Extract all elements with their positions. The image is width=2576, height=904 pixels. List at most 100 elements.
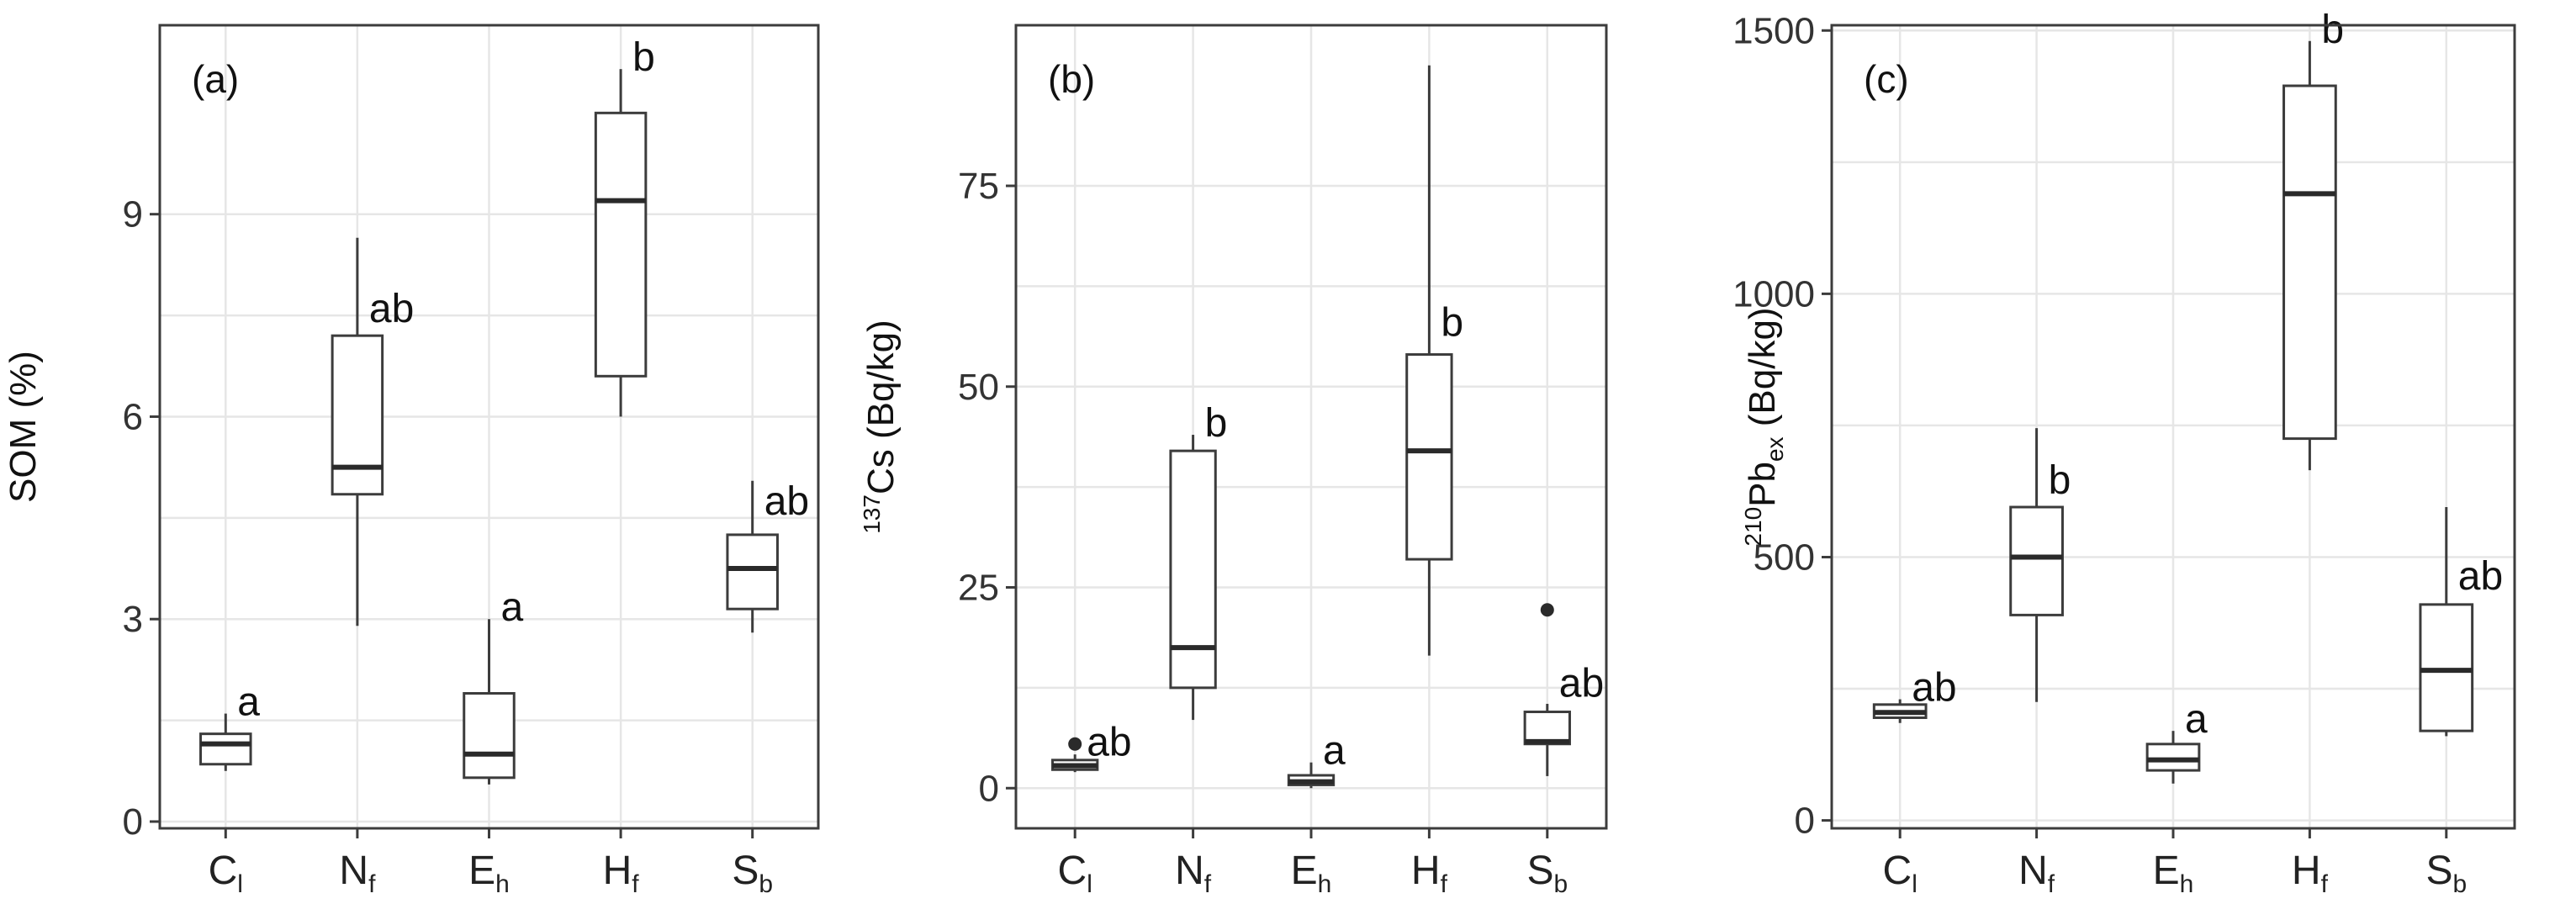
box-Nf: b xyxy=(2009,428,2071,702)
box-Cl: ab xyxy=(1872,666,1957,723)
y-axis-title: 210Pbex (Bq/kg) xyxy=(1740,307,1788,546)
y-axis-title: 137Cs (Bq/kg) xyxy=(859,320,902,534)
box-Hf: b xyxy=(594,35,655,417)
iqr-box xyxy=(2419,603,2474,732)
significance-letter: ab xyxy=(369,287,414,331)
y-axis-title-main: SOM (%) xyxy=(3,351,44,503)
y-axis-title-main: Cs (Bq/kg) xyxy=(860,320,902,494)
x-tick-label: Nf xyxy=(2018,848,2055,898)
iqr-box xyxy=(199,732,252,766)
iqr-box xyxy=(594,111,648,378)
x-tick-label: Hf xyxy=(603,848,640,898)
box-Nf: ab xyxy=(331,237,414,626)
x-tick-label: Hf xyxy=(1411,848,1448,898)
significance-letter: ab xyxy=(764,479,809,524)
panel-label: (b) xyxy=(1048,57,1095,101)
category-main: S xyxy=(732,848,759,893)
significance-letter: a xyxy=(1323,729,1346,774)
category-main: C xyxy=(209,848,238,893)
box-Cl: a xyxy=(199,680,260,771)
x-tick-label: Eh xyxy=(468,848,510,898)
iqr-box xyxy=(331,334,384,496)
box-Eh: a xyxy=(2145,697,2208,784)
y-axis-title-superscript: 210 xyxy=(1740,507,1766,547)
box-Sb: ab xyxy=(2419,507,2503,737)
category-subscript: b xyxy=(2452,870,2467,898)
category-subscript: f xyxy=(1204,870,1212,898)
box-Cl: ab xyxy=(1051,721,1132,773)
y-axis-title-subscript: ex xyxy=(1762,436,1788,462)
significance-letter: ab xyxy=(1087,721,1131,765)
iqr-box xyxy=(2145,743,2201,772)
x-tick-label: Nf xyxy=(339,848,376,898)
box-Hf: b xyxy=(1405,65,1463,656)
y-tick-label: 50 xyxy=(958,367,999,408)
y-tick-label: 1500 xyxy=(1732,10,1815,51)
category-subscript: f xyxy=(632,870,639,898)
category-main: E xyxy=(1291,848,1318,893)
category-main: S xyxy=(2425,848,2452,893)
category-main: S xyxy=(1526,848,1553,893)
category-subscript: h xyxy=(2180,870,2194,898)
category-subscript: f xyxy=(1441,870,1448,898)
category-main: H xyxy=(1411,848,1441,893)
y-tick-label: 0 xyxy=(123,801,143,843)
x-tick-label: Cl xyxy=(1883,848,1917,898)
significance-letter: ab xyxy=(2458,554,2503,599)
significance-letter: b xyxy=(1205,401,1228,446)
category-main: N xyxy=(339,848,368,893)
y-tick-label: 500 xyxy=(1753,537,1815,578)
category-subscript: l xyxy=(237,870,243,898)
category-main: N xyxy=(1175,848,1204,893)
box-Hf: b xyxy=(2282,8,2344,471)
x-tick-label: Nf xyxy=(1175,848,1212,898)
significance-letter: a xyxy=(501,585,524,630)
iqr-box xyxy=(463,691,516,780)
box-Eh: a xyxy=(463,585,524,785)
category-subscript: f xyxy=(2048,870,2055,898)
significance-letter: a xyxy=(237,680,260,725)
y-tick-label: 3 xyxy=(123,599,143,640)
y-tick-label: 0 xyxy=(979,768,999,809)
category-subscript: l xyxy=(1912,870,1917,898)
x-tick-label: Cl xyxy=(209,848,243,898)
category-main: E xyxy=(2153,848,2180,893)
x-tick-label: Cl xyxy=(1058,848,1092,898)
significance-letter: b xyxy=(2049,458,2071,503)
y-tick-label: 1000 xyxy=(1732,273,1815,315)
box-Eh: a xyxy=(1287,729,1346,789)
y-axis-title-superscript: 137 xyxy=(859,494,885,534)
x-tick-label: Sb xyxy=(1526,848,1568,898)
iqr-box xyxy=(1405,353,1453,561)
category-subscript: h xyxy=(1318,870,1332,898)
y-axis-title: SOM (%) xyxy=(3,351,44,503)
x-tick-label: Hf xyxy=(2292,848,2329,898)
panel-label: (a) xyxy=(192,57,239,101)
iqr-box xyxy=(726,533,779,611)
category-subscript: f xyxy=(368,870,376,898)
outlier-point xyxy=(1540,603,1554,617)
y-tick-label: 75 xyxy=(958,166,999,207)
x-tick-label: Eh xyxy=(1291,848,1332,898)
category-main: C xyxy=(1058,848,1087,893)
category-main: N xyxy=(2018,848,2048,893)
category-main: C xyxy=(1883,848,1912,893)
y-axis-title-unit: (Bq/kg) xyxy=(1742,307,1783,436)
significance-letter: b xyxy=(1441,301,1463,346)
category-subscript: h xyxy=(495,870,510,898)
category-subscript: b xyxy=(1553,870,1568,898)
y-tick-label: 6 xyxy=(123,396,143,437)
box-Sb: ab xyxy=(1523,603,1604,776)
significance-letter: ab xyxy=(1559,662,1604,706)
significance-letter: b xyxy=(632,35,655,80)
x-tick-label: Eh xyxy=(2153,848,2194,898)
y-axis-title-main: Pb xyxy=(1742,462,1783,507)
iqr-box xyxy=(1169,449,1217,690)
iqr-box xyxy=(2282,84,2337,441)
category-subscript: b xyxy=(759,870,773,898)
box-Sb: ab xyxy=(726,479,809,633)
